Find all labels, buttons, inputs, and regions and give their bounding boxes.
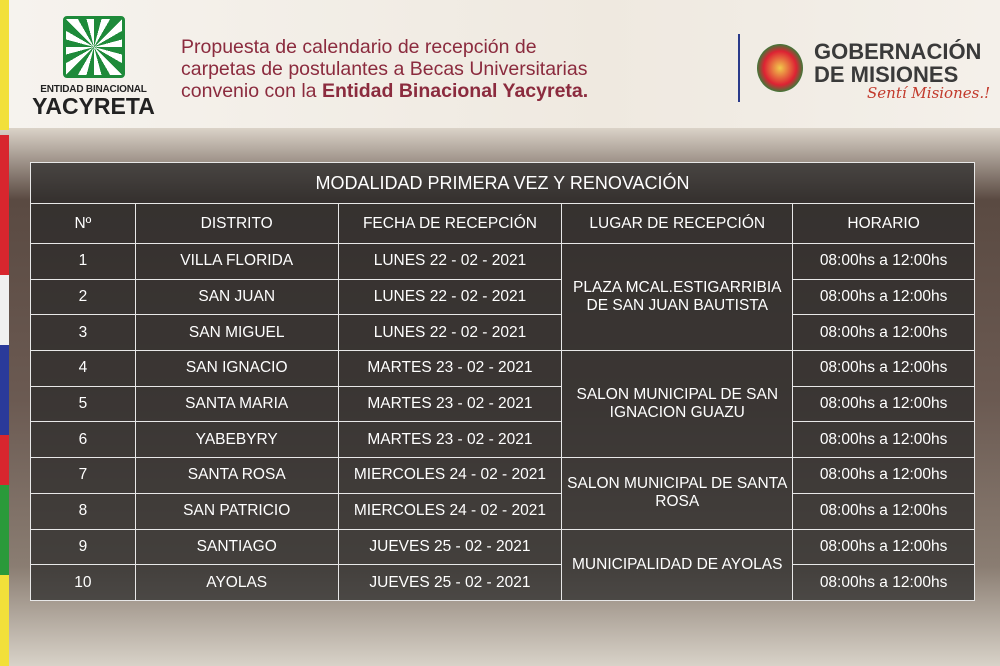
title-line-2: carpetas de postulantes a Becas Universi… [181,58,588,80]
cell-number: 10 [30,564,136,601]
cell-distrito: VILLA FLORIDA [134,243,339,280]
cell-distrito: SANTA ROSA [134,457,339,494]
col-horario: HORARIO [792,203,975,244]
flag-strip-yellow2 [0,575,9,666]
cell-fecha: JUEVES 25 - 02 - 2021 [337,564,563,601]
cell-number: 3 [30,314,136,352]
title-line-3: convenio con la Entidad Binacional Yacyr… [181,80,588,102]
title-line-3-text: convenio con la [181,80,322,102]
cell-number: 1 [30,243,136,280]
logo-subtitle: ENTIDAD BINACIONAL [40,84,147,95]
gobernacion-logo: GOBERNACIÓN DE MISIONES [814,40,981,86]
cell-distrito: SAN PATRICIO [134,492,339,530]
cell-horario: 08:00hs a 12:00hs [792,492,975,530]
flag-strip-red [0,135,9,275]
col-distrito: DISTRITO [134,203,339,244]
col-lugar: LUGAR DE RECEPCIÓN [561,203,794,244]
slogan: Sentí Misiones.! [867,84,991,102]
cell-fecha: MARTES 23 - 02 - 2021 [337,385,563,423]
divider [738,34,740,102]
flag-strip-blue [0,345,9,435]
cell-lugar: MUNICIPALIDAD DE AYOLAS [561,528,794,601]
cell-fecha: MARTES 23 - 02 - 2021 [337,421,563,459]
title-line-1: Propuesta de calendario de recepción de [181,36,537,58]
header-banner: ENTIDAD BINACIONAL YACYRETA Propuesta de… [9,0,1000,128]
cell-distrito: SAN JUAN [134,278,339,316]
table-row: 9 SANTIAGO JUEVES 25 - 02 - 2021 MUNICIPALI… [30,528,975,601]
cell-number: 6 [30,421,136,459]
cell-horario: 08:00hs a 12:00hs [792,421,975,459]
cell-horario: 08:00hs a 12:00hs [792,528,975,566]
yacyreta-emblem-icon [62,16,125,78]
cell-lugar: PLAZA MCAL.ESTIGARRIBIA DE SAN JUAN BAUT… [561,242,794,352]
cell-fecha: LUNES 22 - 02 - 2021 [337,278,563,316]
cell-horario: 08:00hs a 12:00hs [792,350,975,387]
cell-horario: 08:00hs a 12:00hs [792,564,975,601]
cell-number: 9 [30,528,136,566]
table-row: 8 SAN PATRICIO MIERCOLES 24 - 02 - 2021 08:… [30,492,975,530]
flag-strip-white [0,275,9,345]
cell-number: 8 [30,492,136,530]
cell-distrito: SANTA MARIA [134,385,339,423]
cell-horario: 08:00hs a 12:00hs [792,457,975,494]
cell-distrito: SAN MIGUEL [134,314,339,352]
cell-number: 5 [30,385,136,423]
cell-distrito: SAN IGNACIO [134,350,339,387]
col-fecha: FECHA DE RECEPCIÓN [337,203,563,244]
table-row: 3 SAN MIGUEL LUNES 22 - 02 - 2021 08:00hs a… [30,314,975,352]
flag-strip-red2 [0,435,9,485]
cell-horario: 08:00hs a 12:00hs [792,243,975,280]
table-row: 4 SAN IGNACIO MARTES 23 - 02 - 2021 SALON M… [30,350,975,459]
cell-number: 4 [30,350,136,387]
table-row: 5 SANTA MARIA MARTES 23 - 02 - 2021 08:00hs… [30,385,975,423]
cell-lugar: SALON MUNICIPAL DE SANTA ROSA [561,457,794,530]
cell-number: 7 [30,457,136,494]
table-row: 7 SANTA ROSA MIERCOLES 24 - 02 - 2021 SALON… [30,457,975,530]
cell-fecha: LUNES 22 - 02 - 2021 [337,243,563,280]
gob-line1: GOBERNACIÓN [814,39,982,64]
cell-fecha: MIERCOLES 24 - 02 - 2021 [337,492,563,530]
col-number: Nº [30,203,136,244]
cell-horario: 08:00hs a 12:00hs [792,314,975,352]
gob-line2: DE MISIONES [814,62,959,87]
cell-number: 2 [30,278,136,316]
table-row: 1 VILLA FLORIDA LUNES 22 - 02 - 2021 PLAZA … [30,242,975,352]
table-title: MODALIDAD PRIMERA VEZ Y RENOVACIÓN [30,162,975,204]
misiones-shield-icon [757,44,803,92]
flag-strip-yellow [0,0,9,130]
cell-lugar: SALON MUNICIPAL DE SAN IGNACION GUAZU [561,350,794,459]
page-title: Propuesta de calendario de recepción de … [181,36,588,102]
logo-title: YACYRETA [32,93,155,119]
yacyreta-logo: ENTIDAD BINACIONAL YACYRETA [31,16,156,119]
table-row: 6 YABEBYRY MARTES 23 - 02 - 2021 08:00hs a … [30,421,975,459]
cell-fecha: MARTES 23 - 02 - 2021 [337,350,563,387]
table-row: 10 AYOLAS JUEVES 25 - 02 - 2021 08:00hs a 1… [30,564,975,601]
cell-distrito: AYOLAS [134,564,339,601]
cell-fecha: MIERCOLES 24 - 02 - 2021 [337,457,563,494]
flag-strip-green [0,485,9,575]
cell-fecha: JUEVES 25 - 02 - 2021 [337,528,563,566]
table-row: 2 SAN JUAN LUNES 22 - 02 - 2021 08:00hs a 1… [30,278,975,316]
title-bold: Entidad Binacional Yacyreta. [321,80,589,102]
cell-distrito: YABEBYRY [134,421,339,459]
schedule-table: MODALIDAD PRIMERA VEZ Y RENOVACIÓN Nº DI… [30,162,975,601]
cell-distrito: SANTIAGO [134,528,339,566]
cell-horario: 08:00hs a 12:00hs [792,385,975,423]
cell-horario: 08:00hs a 12:00hs [792,278,975,316]
cell-fecha: LUNES 22 - 02 - 2021 [337,314,563,352]
